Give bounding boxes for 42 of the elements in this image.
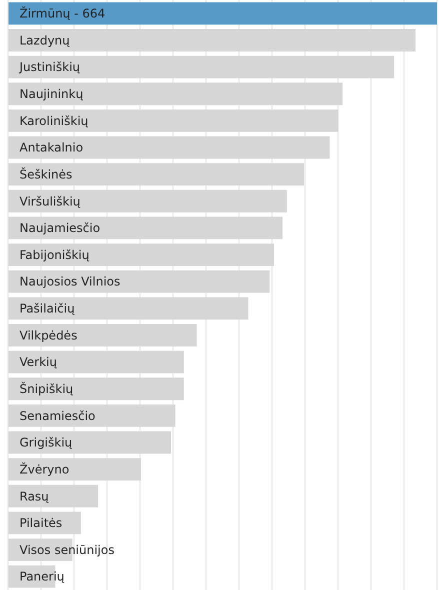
y-tick-label: Rasų <box>20 489 50 504</box>
y-tick-label: Lazdynų <box>20 33 70 48</box>
y-tick-label: Žirmūnų - 664 <box>20 6 106 21</box>
bar <box>8 244 274 266</box>
y-tick-label: Fabijoniškių <box>20 248 90 262</box>
bar <box>8 163 304 186</box>
y-tick-label: Karoliniškių <box>20 114 89 128</box>
y-tick-label: Naujosios Vilnios <box>20 274 120 289</box>
bar <box>8 512 81 534</box>
bar <box>8 431 172 454</box>
bar <box>8 324 197 346</box>
y-tick-label: Vilkpėdės <box>20 328 78 342</box>
y-tick-label: Grigiškių <box>20 436 73 450</box>
bar <box>8 109 338 132</box>
y-tick-label: Pilaitės <box>20 516 62 530</box>
bar <box>8 350 184 374</box>
bar <box>8 484 98 508</box>
bar <box>8 458 141 481</box>
y-tick-label: Žvėryno <box>20 461 70 476</box>
bar <box>8 29 416 52</box>
bar <box>8 404 176 427</box>
y-tick-label: Naujamiesčio <box>20 221 100 236</box>
y-tick-label: Verkių <box>20 355 58 370</box>
y-tick-label: Pašilaičių <box>20 302 76 316</box>
y-tick-label: Naujininkų <box>20 86 84 101</box>
bar <box>8 270 270 293</box>
y-tick-label: Antakalnio <box>20 140 84 155</box>
y-tick-label: Visos seniūnijos <box>20 542 114 557</box>
bar <box>8 216 283 240</box>
y-tick-label: Viršuliškių <box>20 194 81 208</box>
y-tick-label: Senamiesčio <box>20 408 96 423</box>
bar <box>8 378 184 400</box>
bar <box>8 297 248 320</box>
y-tick-label: Šnipiškių <box>20 380 74 396</box>
y-tick-label: Šeškinės <box>20 166 72 182</box>
bar <box>8 136 330 159</box>
bar <box>8 190 287 212</box>
bar <box>8 82 343 106</box>
bar <box>8 2 437 25</box>
bar <box>8 56 394 78</box>
y-tick-label: Panerių <box>20 570 65 584</box>
y-tick-label: Justiniškių <box>18 60 80 74</box>
